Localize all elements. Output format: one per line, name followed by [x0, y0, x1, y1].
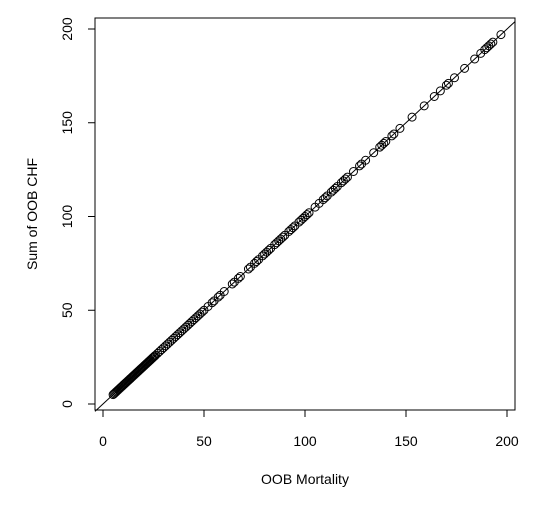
y-tick-label: 0	[59, 400, 75, 408]
y-axis-label: Sum of OOB CHF	[24, 158, 40, 270]
data-point	[320, 193, 330, 203]
y-tick-label: 50	[59, 302, 75, 318]
x-tick-label: 100	[293, 433, 317, 449]
data-point	[470, 54, 480, 64]
data-point	[342, 172, 352, 182]
data-point	[213, 292, 223, 302]
data-point	[361, 155, 371, 165]
data-point	[219, 287, 229, 296]
data-point	[488, 37, 498, 47]
data-point	[243, 264, 253, 274]
x-tick-label: 200	[495, 433, 519, 449]
data-point	[197, 307, 207, 317]
data-point	[387, 131, 397, 141]
data-point	[381, 137, 391, 146]
data-point	[369, 148, 379, 158]
data-point	[443, 78, 453, 88]
data-point	[252, 257, 262, 266]
data-point	[304, 208, 314, 218]
data-point	[395, 123, 405, 133]
data-point	[288, 223, 298, 233]
data-point	[147, 353, 157, 363]
y-tick-label: 100	[59, 205, 75, 229]
data-point	[227, 279, 237, 289]
y-tick-label: 150	[59, 111, 75, 135]
y-axis: 0 50 100 150 200	[59, 17, 96, 408]
data-point	[435, 86, 445, 96]
data-point	[486, 39, 496, 49]
data-point	[419, 101, 429, 111]
data-point	[348, 167, 358, 176]
data-point	[330, 183, 340, 193]
data-point	[389, 129, 399, 139]
data-point	[278, 232, 288, 242]
data-point	[429, 92, 439, 101]
data-point	[379, 138, 389, 148]
x-tick-label: 150	[394, 433, 418, 449]
x-axis-label: OOB Mortality	[261, 471, 349, 487]
data-point	[235, 272, 245, 281]
data-point	[340, 174, 350, 184]
points-layer	[108, 30, 506, 400]
data-point	[460, 63, 470, 73]
data-point	[302, 210, 312, 220]
data-point	[233, 273, 243, 283]
data-point	[355, 161, 365, 171]
data-point	[264, 245, 274, 255]
data-point	[407, 112, 417, 122]
reference-line-layer	[94, 21, 516, 412]
x-tick-label: 0	[99, 433, 107, 449]
x-axis: 0 50 100 150 200	[99, 409, 519, 449]
data-point	[207, 298, 217, 308]
data-point	[150, 351, 160, 361]
data-point	[449, 73, 459, 83]
reference-line	[94, 21, 516, 412]
data-point	[441, 80, 451, 90]
x-tick-label: 50	[196, 433, 212, 449]
y-tick-label: 200	[59, 17, 75, 41]
data-point	[496, 30, 506, 40]
